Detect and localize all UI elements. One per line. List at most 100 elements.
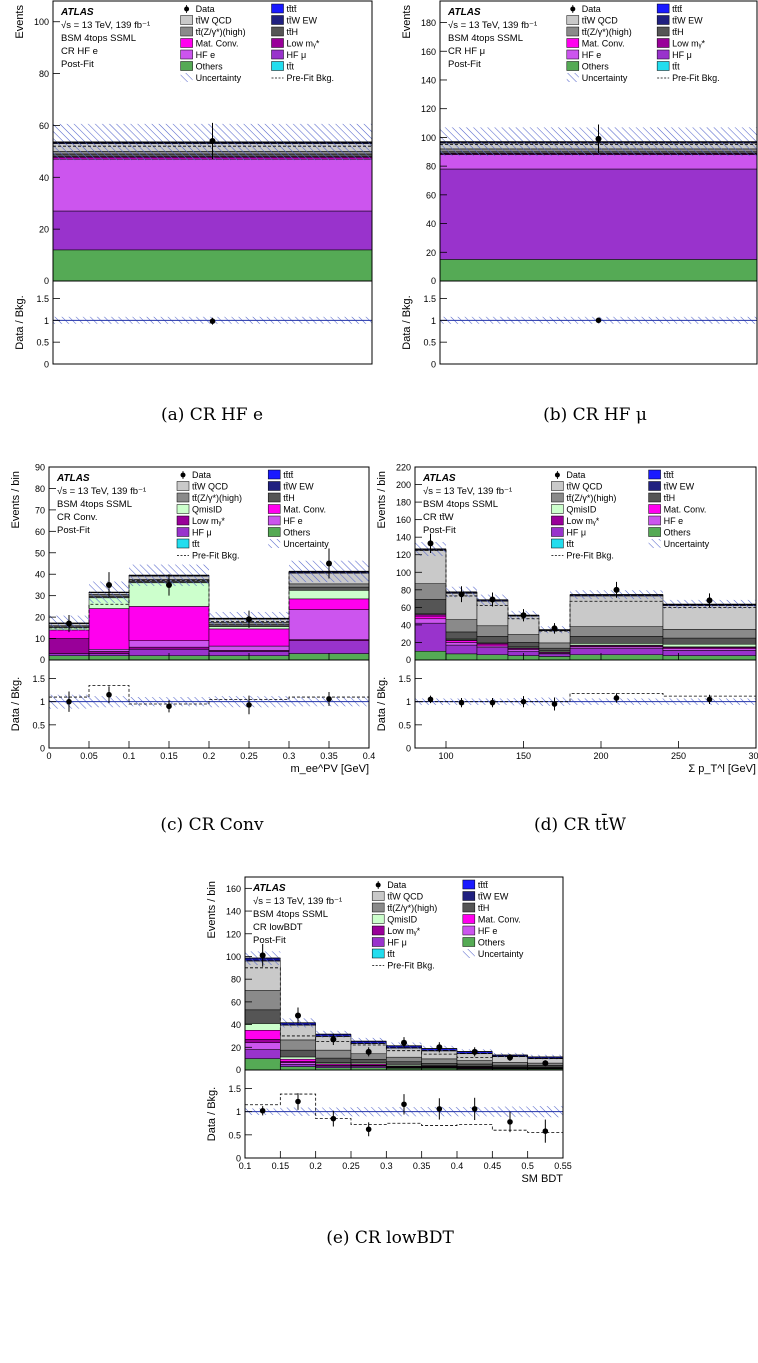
legend-swatch-tttt [656,3,670,14]
legend-label: tt̄W QCD [192,482,228,492]
y-tick-label: 140 [226,907,241,917]
ratio-y-axis-label: Data / Bkg. [206,1087,218,1141]
y-tick-label: 10 [35,634,45,644]
legend-swatch-ttZ_high [551,492,564,503]
legend-swatch-ttW_EW [648,481,661,491]
ratio-y-tick-label: 0.5 [398,720,411,730]
ratio-point-2 [330,1115,337,1122]
chart-panel-e: 0 20 40 60 80 100 120 140 160 0 0.5 1 1.5 0.1 0.15 0.2 0… [206,876,572,1248]
panel-caption: (a) CR HF e [161,405,263,425]
ratio-point-1 [458,699,465,706]
info-line: BSM 4tops SSML [448,33,523,44]
data-point-0 [209,138,216,144]
data-point-4 [401,1039,407,1046]
ratio-y-tick-label: 1.5 [398,674,411,684]
y-tick-label: 100 [226,952,241,962]
bar-HF_mu-0 [439,168,758,260]
data-point-6 [706,597,713,604]
bar-Low_my-2 [128,646,210,650]
y-tick-label: 100 [34,17,49,27]
panel-caption: (d) CR tt̄W [534,812,626,835]
info-line: Post-Fit [61,59,94,70]
legend-swatch-Mat_Conv [180,38,193,48]
y-tick-label: 0 [431,276,436,286]
info-line: BSM 4tops SSML [423,499,498,510]
legend-label: HF μ [387,938,407,948]
legend-label: Data [196,4,215,14]
legend-label: tt̄W EW [672,16,703,26]
legend-swatch-tttt [462,879,476,890]
legend-label: Mat. Conv. [283,505,326,515]
legend-label: Mat. Conv. [478,915,521,925]
bar-ttH-2 [315,1057,352,1063]
data-point-2 [330,1036,337,1043]
ratio-prefit-line [245,1093,563,1133]
bar-ttH-0 [414,599,447,614]
bar-ttZ_high-2 [315,1049,352,1059]
ratio-frame [439,280,758,365]
legend-label: tt̄(Z/γ*)(high) [196,27,246,37]
info-line: Post-Fit [448,59,481,70]
data-point-0 [595,135,602,142]
legend-label: tt̄tt̄ [478,880,489,890]
legend-swatch-ttW_QCD [180,15,193,25]
ratio-y-tick-label: 1 [40,697,45,707]
bar-Mat_Conv-0 [414,615,447,620]
ratio-y-axis-label: Data / Bkg. [401,295,413,349]
y-tick-label: 0 [44,276,49,286]
legend-swatch-QmisID [371,914,385,924]
bar-HF_mu-0 [48,653,90,656]
legend-swatch-HF_mu [271,49,284,60]
legend-swatch-ttZ_high [371,902,385,913]
ratio-y-tick-label: 0 [44,360,49,370]
bar-Mat_Conv-4 [288,598,370,610]
ratio-point-4 [551,701,558,707]
bar-Low_my-1 [88,651,130,654]
ratio-point-5 [613,695,620,701]
legend-label: tt̄W QCD [196,16,232,26]
ratio-frame [414,659,757,749]
bar-HF_mu-0 [414,622,447,652]
legend-swatch-QmisID [176,504,190,514]
info-line: Post-Fit [57,525,90,536]
bar-ttZ_high-0 [244,990,281,1011]
bar-ttZ_high-2 [476,625,509,637]
y-tick-label: 0 [236,1065,241,1075]
legend-label: tt̄W EW [664,482,695,492]
legend-label: HF μ [566,528,586,538]
legend-label: Pre-Fit Bkg. [387,961,435,971]
data-point-2 [489,596,496,603]
y-tick-label: 160 [396,515,411,525]
x-axis-label: m_ee^PV [GeV] [290,763,369,775]
ratio-point-3 [246,702,252,708]
legend-label: tt̄W EW [283,482,314,492]
x-tick-label: 100 [438,751,453,761]
legend-label: HF e [664,516,684,526]
data-point-4 [326,560,332,567]
bar-Mat_Conv-3 [208,628,290,647]
x-tick-label: 0.1 [123,751,136,761]
atlas-label: ATLAS [60,7,94,18]
legend-label: tt̄tt̄ [283,470,294,480]
y-tick-label: 40 [35,570,45,580]
y-tick-label: 140 [396,533,411,543]
chart-panel-d: 0 20 40 60 80 100 120 140 160 180 200 220 0 0.5 1 1.5 10… [376,463,758,836]
info-line: √s = 13 TeV, 139 fb⁻¹ [423,486,512,497]
bar-HF_e-2 [128,640,210,648]
x-tick-label: 0.4 [451,1161,464,1171]
legend-label: QmisID [192,505,222,515]
legend-label: Pre-Fit Bkg. [192,551,240,561]
legend-swatch-ttH [656,26,670,37]
bar-Mat_Conv-1 [88,608,130,650]
ratio-point-1 [295,1098,301,1105]
legend-label: tt̄H [287,27,299,37]
legend-swatch-tttt [648,469,661,480]
bar-HF_e-3 [507,649,540,652]
bar-ttZ_high-6 [456,1060,493,1065]
y-tick-label: 120 [421,104,436,114]
legend-swatch-HF_mu [551,527,564,537]
bar-HF_mu-0 [244,1049,281,1059]
legend-label: tt̄H [672,27,684,37]
legend-swatch-HF_e [267,515,281,526]
